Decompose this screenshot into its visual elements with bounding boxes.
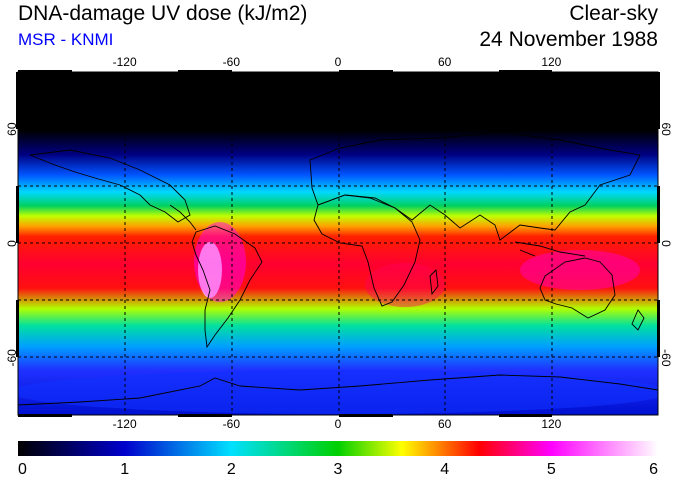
colorbar-tick-label: 5 — [547, 461, 556, 478]
antarctica-coast — [18, 374, 658, 406]
map-title: DNA-damage UV dose (kJ/m2) — [18, 2, 308, 25]
lat-label-right: 0 — [659, 240, 673, 247]
madagascar-coast — [429, 269, 439, 296]
eurasia-coast — [309, 131, 641, 241]
australia-high — [520, 250, 640, 290]
colorbar-tick-label: 3 — [334, 461, 343, 478]
lon-label-top: -60 — [223, 55, 241, 69]
central-america-coast — [169, 204, 197, 231]
frame-tick-bar — [339, 414, 393, 417]
colorbar-tick-label: 4 — [440, 461, 449, 478]
colorbar-tick-label: 0 — [18, 461, 27, 478]
sky-condition-label: Clear-sky — [569, 2, 658, 25]
lat-label-right: 60 — [659, 122, 673, 136]
lon-label-top: 120 — [541, 55, 561, 69]
colorbar-tick-label: 2 — [227, 461, 236, 478]
lon-label-top: 60 — [438, 55, 452, 69]
frame-tick-bar — [16, 186, 19, 243]
lon-label-bottom: 0 — [335, 417, 342, 431]
map-frame — [16, 70, 660, 417]
lon-label-bottom: 120 — [541, 417, 561, 431]
frame-tick-bar — [178, 70, 232, 73]
frame-tick-bar — [657, 72, 660, 129]
source-label: MSR - KNMI — [18, 30, 114, 49]
colorbar-tick-label: 6 — [649, 461, 658, 478]
date-label: 24 November 1988 — [479, 28, 658, 51]
antarctic-blue — [18, 370, 658, 414]
lon-label-top: -120 — [113, 55, 137, 69]
frame-tick-bar — [18, 414, 72, 417]
lat-label-left: 60 — [5, 122, 19, 136]
indonesia-coast — [514, 241, 586, 257]
frame-tick-bar — [657, 186, 660, 243]
latitude-labels: 60 60 0 0 -60 -60 — [5, 122, 673, 367]
lon-label-top: 0 — [335, 55, 342, 69]
longitude-labels: -120 -120 -60 -60 0 0 60 60 120 120 — [113, 55, 562, 431]
australia-coast — [539, 257, 616, 319]
lat-label-right: -60 — [659, 349, 673, 367]
frame-tick-bar — [339, 70, 393, 73]
graticule — [18, 72, 658, 415]
frame-tick-bar — [657, 300, 660, 357]
southern-africa-high — [365, 263, 445, 307]
lon-label-bottom: 60 — [438, 417, 452, 431]
frame-tick-bar — [499, 70, 552, 73]
frame-tick-bar — [16, 72, 19, 129]
colorbar — [18, 441, 658, 456]
lon-label-bottom: -60 — [223, 417, 241, 431]
frame-tick-bar — [16, 300, 19, 357]
frame-tick-bar — [499, 414, 552, 417]
frame-tick-bar — [18, 70, 72, 73]
lon-label-bottom: -120 — [113, 417, 137, 431]
colorbar-labels: 0 1 2 3 4 5 6 — [18, 461, 658, 478]
frame-tick-bar — [178, 414, 232, 417]
new-zealand-coast — [631, 309, 645, 331]
lat-label-left: -60 — [5, 349, 19, 367]
frame-outline — [17, 71, 659, 416]
andes-peak-region — [198, 242, 222, 298]
colorbar-tick-label: 1 — [120, 461, 129, 478]
lat-label-left: 0 — [5, 240, 19, 247]
africa-coast — [313, 194, 421, 307]
